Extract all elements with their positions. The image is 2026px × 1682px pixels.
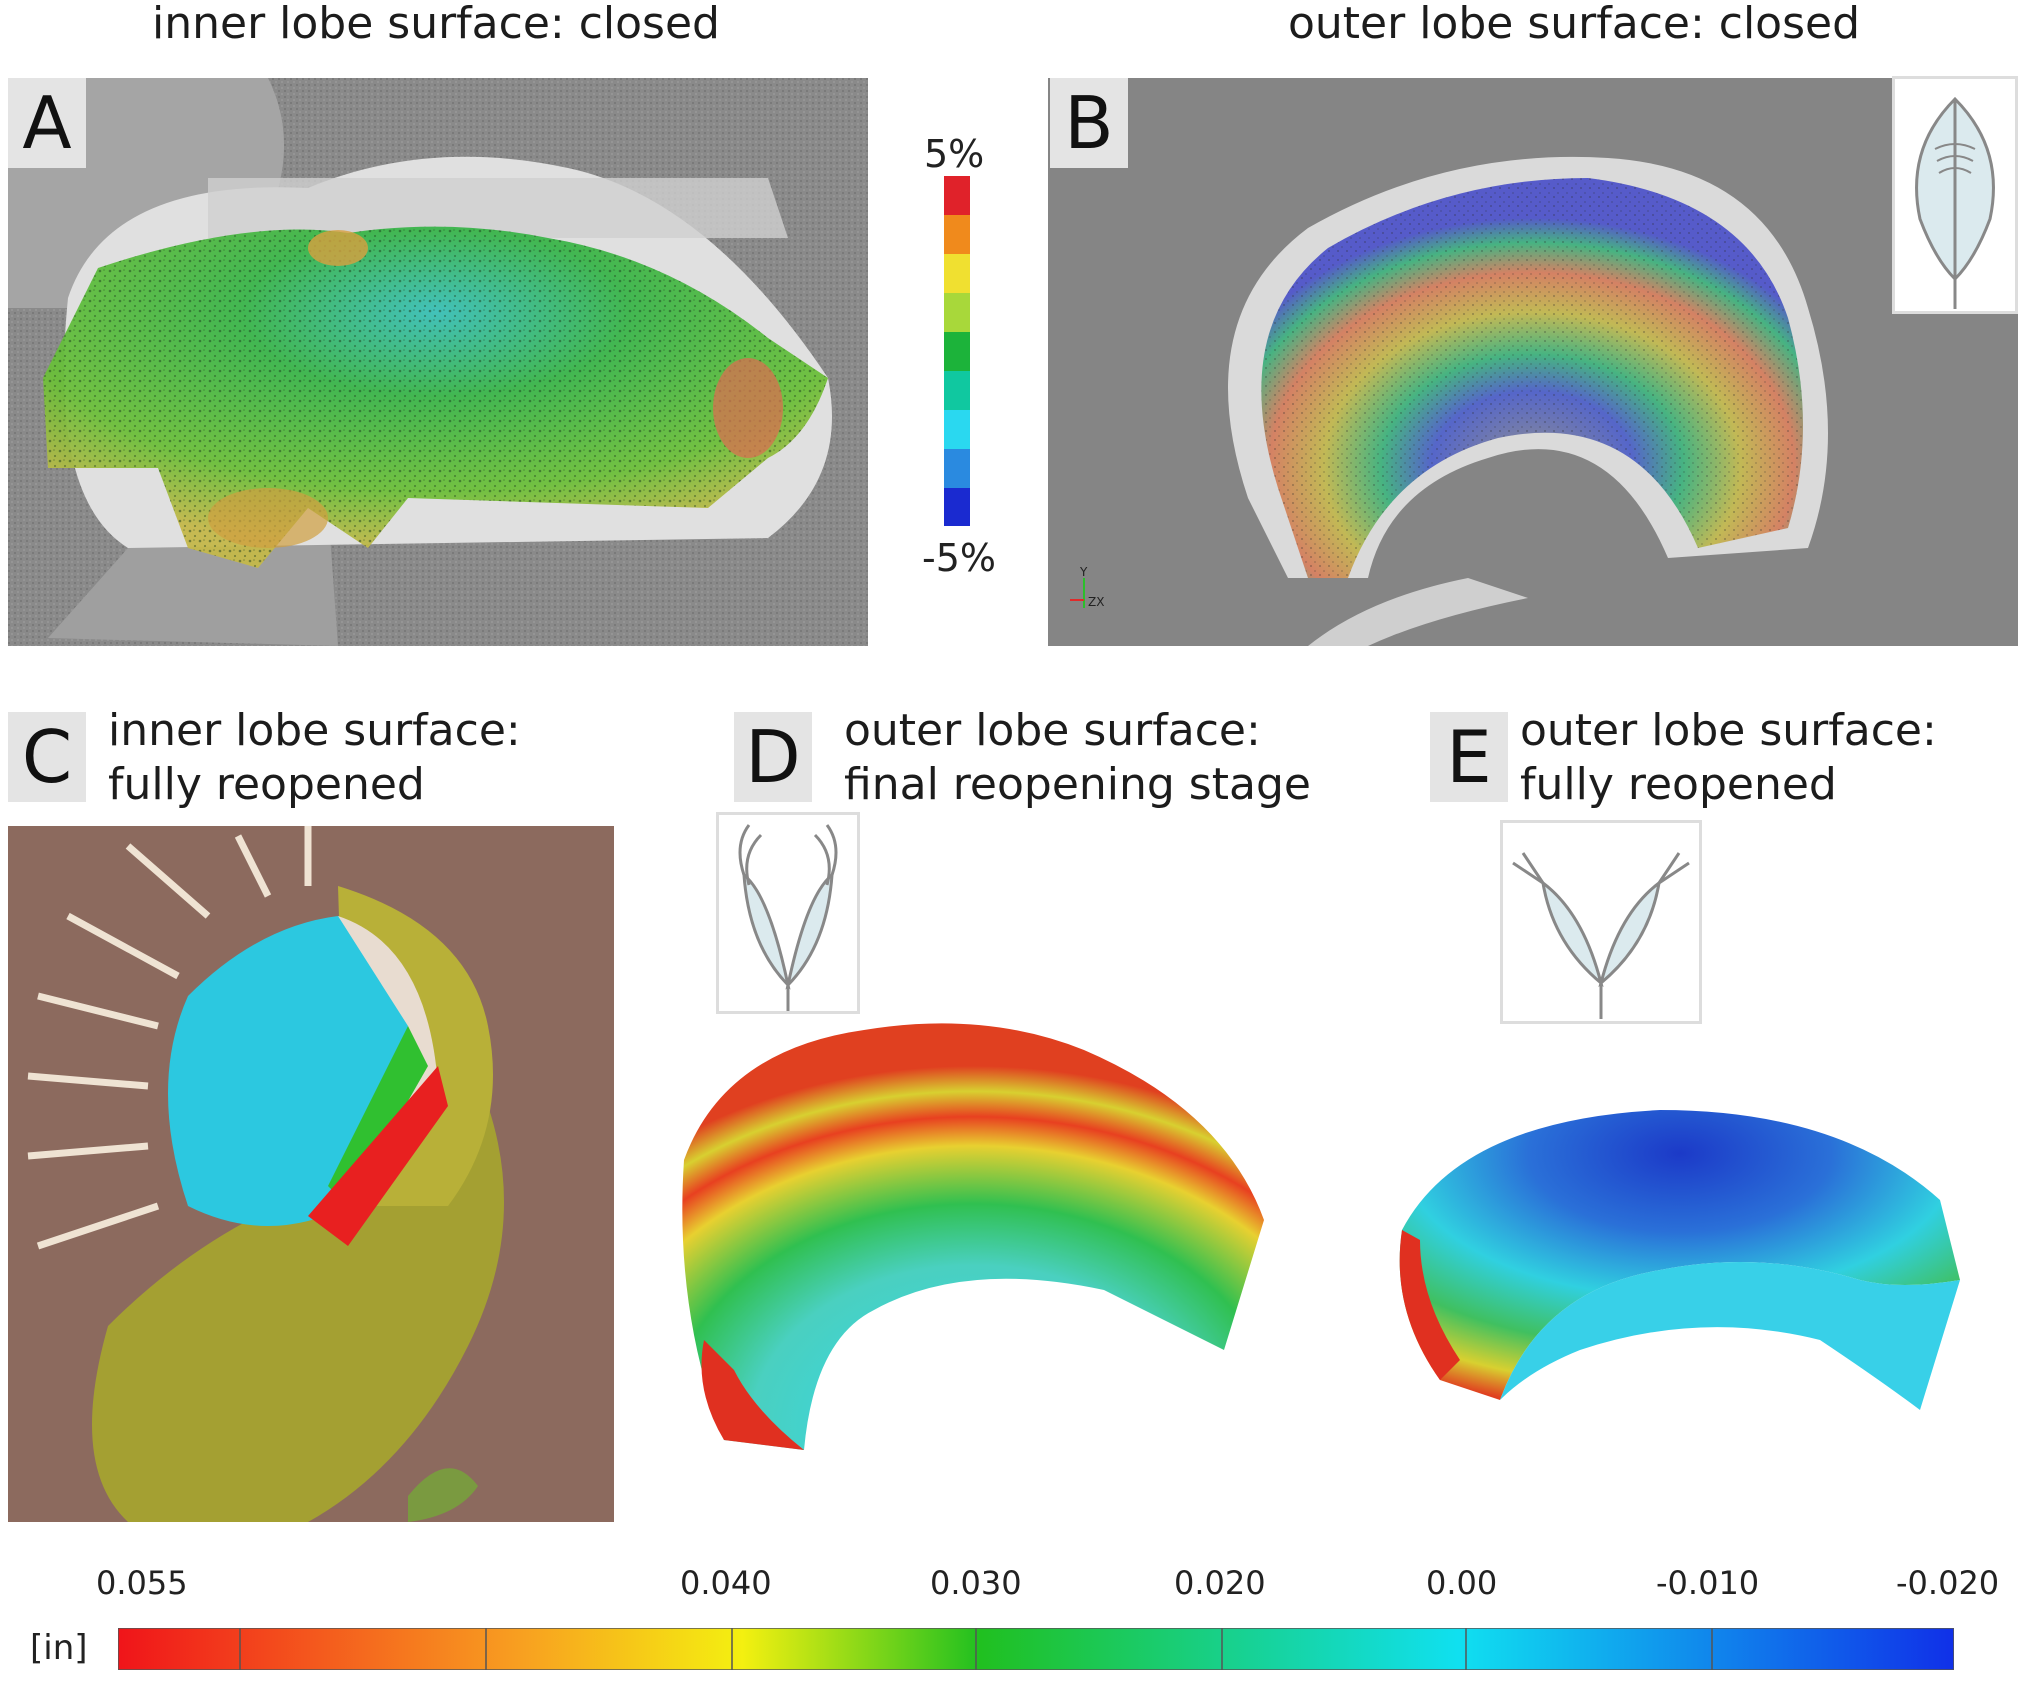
axis-y-label: Y [1079, 565, 1088, 579]
panel-d-title-line1: outer lobe surface: [844, 705, 1261, 756]
disp-tick-1: 0.040 [680, 1564, 772, 1602]
panel-e-image [1380, 1080, 1984, 1460]
disp-unit-label: [in] [30, 1628, 88, 1668]
panel-b-image: Y ZX [1048, 78, 2018, 646]
fully-open-leaf-icon-box [1500, 820, 1702, 1024]
panel-c-letter: C [8, 712, 86, 802]
panel-b-title: outer lobe surface: closed [1288, 0, 1861, 49]
panel-d-letter: D [734, 712, 812, 802]
disp-tick-2: 0.030 [930, 1564, 1022, 1602]
strain-colorbar [944, 176, 970, 526]
partially-open-leaf-icon-box [716, 812, 860, 1014]
closed-leaf-icon-box [1892, 76, 2018, 314]
panel-a-title: inner lobe surface: closed [152, 0, 720, 49]
disp-tick-6: -0.020 [1896, 1564, 2000, 1602]
displacement-colorbar [117, 1627, 1955, 1671]
disp-tick-5: -0.010 [1656, 1564, 1760, 1602]
reopening-trap-icon [738, 824, 838, 1011]
panel-e-title-line2: fully reopened [1520, 759, 1837, 810]
strain-scale-max-label: 5% [924, 132, 985, 176]
closed-trap-leaf-icon [1915, 96, 1995, 309]
strain-scale-min-label: -5% [922, 536, 996, 580]
panel-e-letter: E [1430, 712, 1508, 802]
panel-e-title-line1: outer lobe surface: [1520, 705, 1937, 756]
disp-tick-4: 0.00 [1426, 1564, 1498, 1602]
disp-tick-0: 0.055 [96, 1564, 188, 1602]
panel-c-image [8, 826, 614, 1522]
panel-c-title-line2: fully reopened [108, 759, 425, 810]
disp-tick-3: 0.020 [1174, 1564, 1266, 1602]
panel-c-title-line1: inner lobe surface: [108, 705, 521, 756]
panel-d-image [664, 1010, 1268, 1460]
panel-a-image [8, 78, 868, 646]
open-trap-icon [1512, 852, 1690, 1019]
axis-zx-label: ZX [1088, 595, 1104, 609]
panel-d-title-line2: final reopening stage [844, 759, 1311, 810]
panel-b-letter: B [1050, 78, 1128, 168]
panel-a-letter: A [8, 78, 86, 168]
